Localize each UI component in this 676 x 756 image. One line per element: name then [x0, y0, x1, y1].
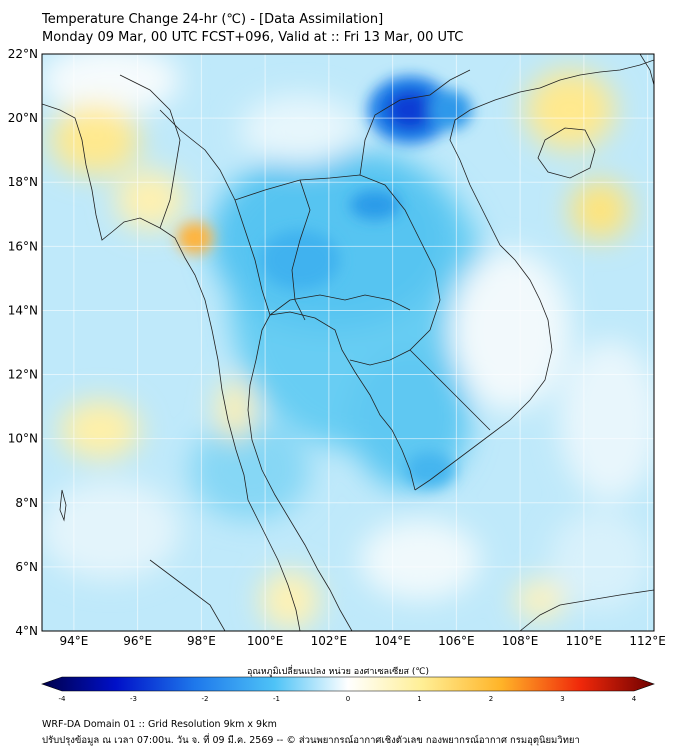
colorbar-tick-label: -2	[202, 695, 209, 703]
lat-lon-grid	[42, 54, 654, 631]
lon-label: 96°E	[123, 634, 152, 648]
coastlines	[42, 54, 654, 631]
lat-label: 4°N	[15, 624, 38, 638]
lat-label: 20°N	[8, 111, 38, 125]
colorbar-tick-label: 1	[417, 695, 421, 703]
footer-line-1: WRF-DA Domain 01 :: Grid Resolution 9km …	[42, 719, 277, 730]
colorbar-tick-label: 4	[632, 695, 637, 703]
footer-line-2: ปรับปรุงข้อมูล ณ เวลา 07:00น. วัน จ. ที่…	[42, 735, 580, 746]
map-frame	[41, 53, 655, 632]
colorbar-strip	[41, 676, 655, 692]
lon-label: 106°E	[438, 634, 475, 648]
colorbar-tick-label: -3	[130, 695, 137, 703]
colorbar-tick-label: 2	[489, 695, 493, 703]
lon-label: 100°E	[247, 634, 284, 648]
lat-label: 18°N	[8, 175, 38, 189]
lat-label: 6°N	[15, 560, 38, 574]
lat-label: 16°N	[8, 239, 38, 253]
lat-label: 10°N	[8, 432, 38, 446]
map-subtitle: Monday 09 Mar, 00 UTC FCST+096, Valid at…	[42, 30, 464, 45]
lat-label: 14°N	[8, 303, 38, 317]
lat-label: 12°N	[8, 368, 38, 382]
colorbar-tick-label: 3	[560, 695, 564, 703]
lon-label: 94°E	[59, 634, 88, 648]
lon-label: 112°E	[629, 634, 666, 648]
colorbar-tick-label: -4	[59, 695, 67, 703]
lat-label: 22°N	[8, 47, 38, 61]
lon-label: 104°E	[374, 634, 411, 648]
colorbar-tick-label: -1	[273, 695, 280, 703]
lat-label: 8°N	[15, 496, 38, 510]
colorbar-title: อุณหภูมิเปลี่ยนแปลง หน่วย องศาเซลเซียส (…	[246, 667, 430, 677]
lon-label: 102°E	[311, 634, 348, 648]
lon-label: 108°E	[502, 634, 539, 648]
temperature-field	[42, 54, 654, 631]
lon-label: 98°E	[187, 634, 216, 648]
colorbar-ticks: -4 -3 -2 -1 0 1 2 3 4	[59, 695, 637, 703]
colorbar: -4 -3 -2 -1 0 1 2 3 4	[41, 676, 655, 703]
latitude-labels: 22°N 20°N 18°N 16°N 14°N 12°N 10°N 8°N 6°N 4°N	[8, 47, 38, 638]
longitude-labels: 94°E 96°E 98°E 100°E 102°E 104°E 106°E 108°E 110…	[59, 634, 665, 648]
colorbar-tick-label: 0	[346, 695, 350, 703]
map-title: Temperature Change 24-hr (℃) - [Data Ass…	[42, 12, 384, 27]
lon-label: 110°E	[566, 634, 603, 648]
